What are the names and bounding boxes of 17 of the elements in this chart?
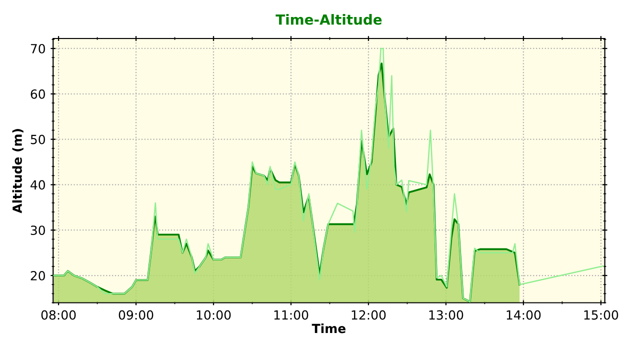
- y-tick-label: 50: [30, 134, 45, 144]
- y-tick-label: 30: [30, 226, 45, 236]
- x-tick-label: 10:00: [196, 310, 231, 320]
- x-tick-label: 15:00: [584, 310, 618, 320]
- y-tick-label: 40: [30, 180, 45, 190]
- chart-title: Time-Altitude: [276, 14, 382, 25]
- y-tick-label: 70: [30, 44, 45, 54]
- y-tick-label: 60: [30, 89, 45, 99]
- x-axis-title: Time: [312, 324, 346, 334]
- x-tick-label: 11:00: [274, 310, 308, 320]
- x-tick-label: 12:00: [352, 310, 386, 320]
- x-tick-label: 09:00: [118, 310, 154, 320]
- x-tick-label: 13:00: [429, 310, 464, 320]
- y-tick-label: 20: [30, 270, 45, 280]
- x-tick-label: 08:00: [41, 310, 76, 320]
- y-axis-title: Altitude (m): [12, 129, 24, 214]
- x-tick-label: 14:00: [506, 310, 541, 320]
